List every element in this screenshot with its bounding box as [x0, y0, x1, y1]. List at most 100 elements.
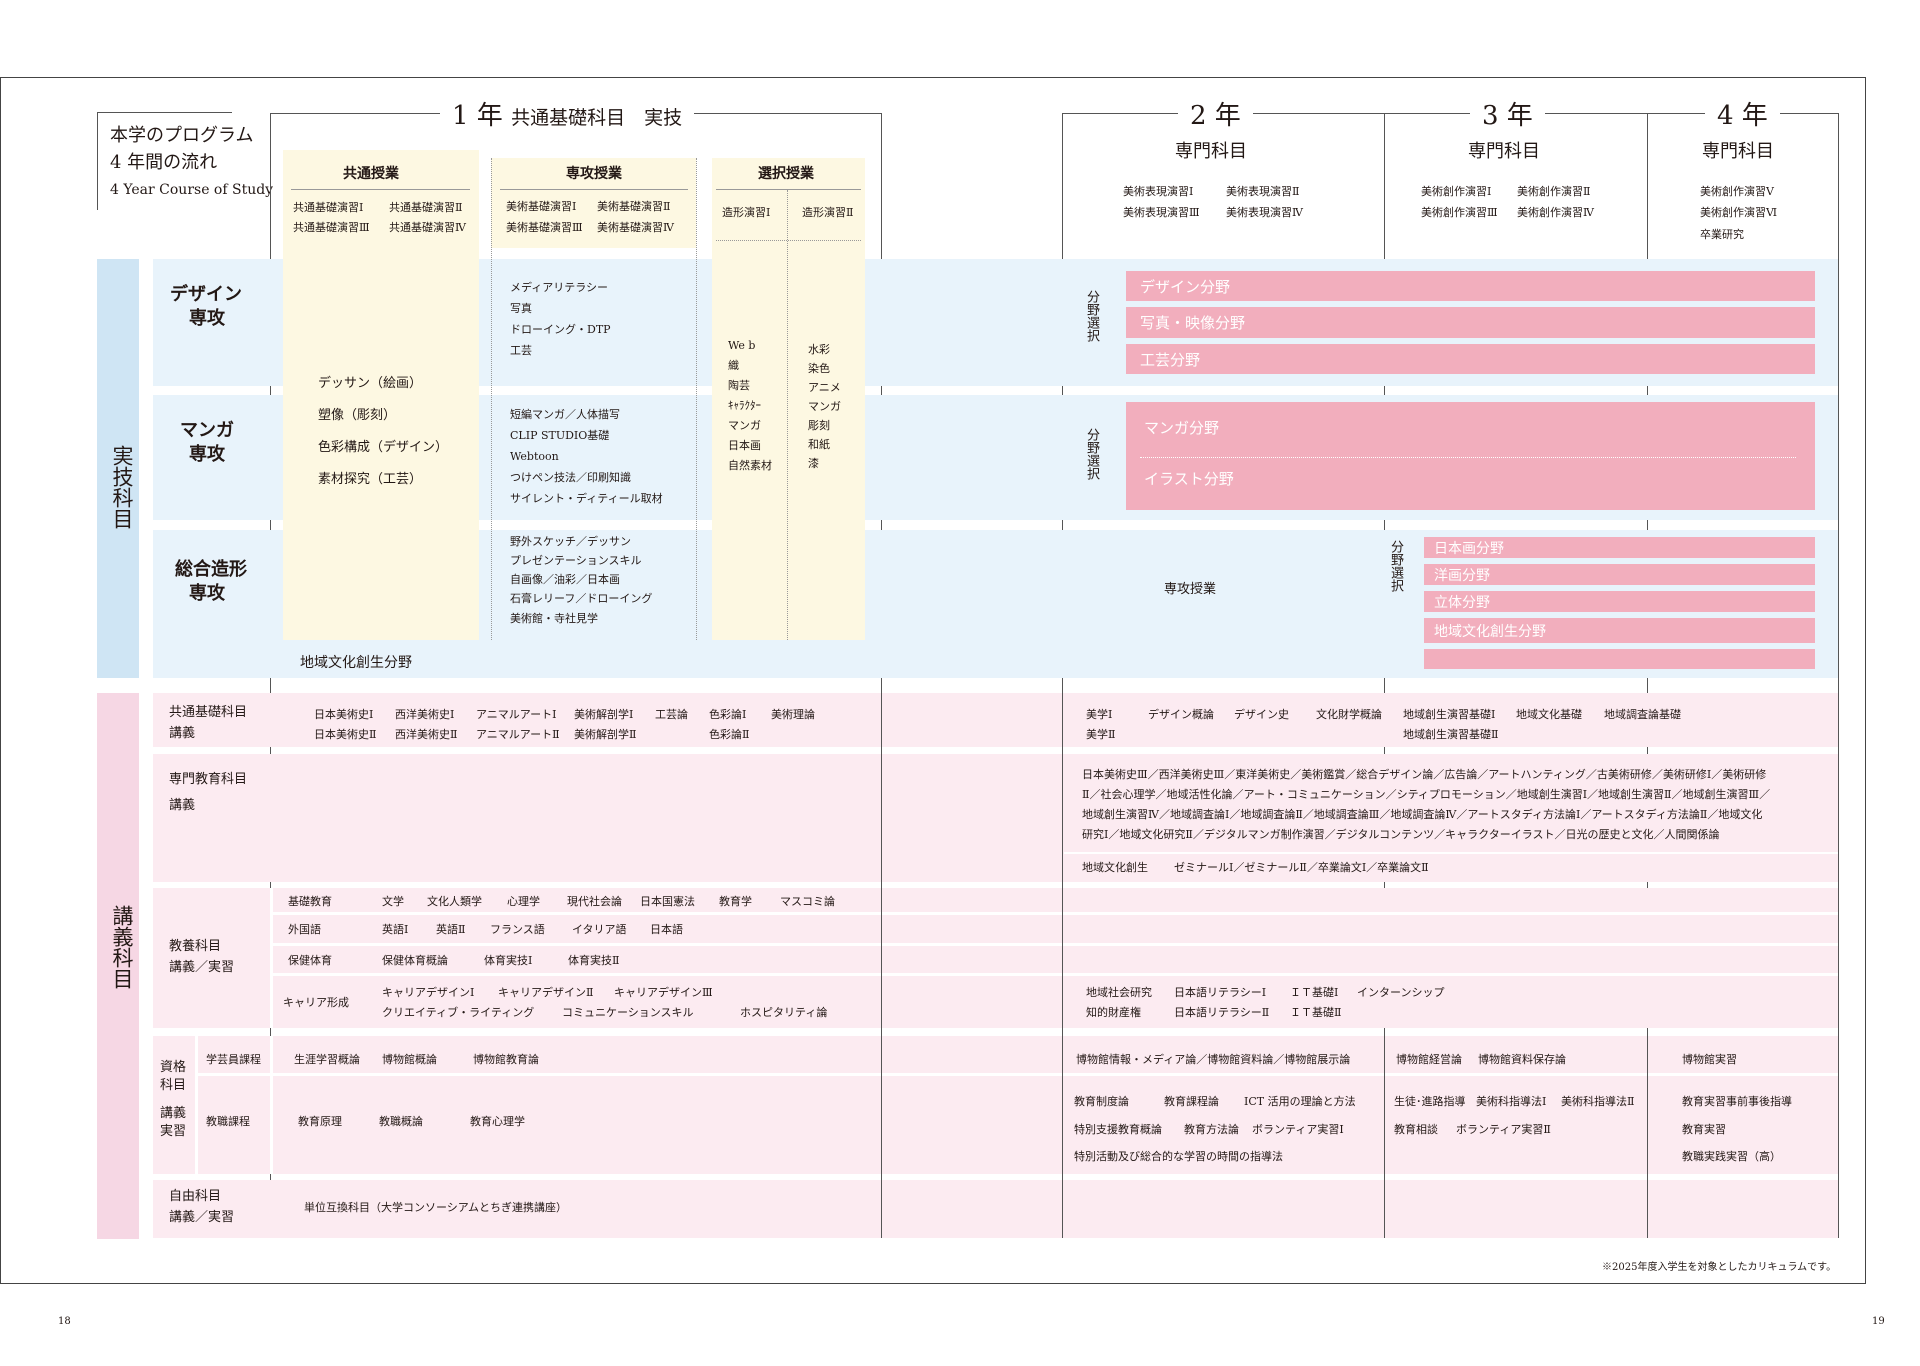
y1-bracket-right-lower [881, 693, 882, 1238]
shikaku-label-2: 科目 [160, 1078, 187, 1093]
senmon-regional-label: 地域文化創生 [1082, 861, 1148, 874]
elective-item: アニメ [808, 381, 841, 394]
career-y2-item: インターンシップ [1357, 986, 1445, 999]
y1-common-subject: 共通基礎演習Ⅲ [293, 221, 370, 234]
title-line1: 本学のプログラム [110, 125, 254, 146]
kyotsu-y1-item: 色彩論Ⅰ [709, 708, 747, 721]
jiyu-label-2: 講義／実習 [169, 1210, 235, 1225]
career-item: キャリアデザインⅠ [382, 986, 475, 999]
design-field-bar: デザイン分野 [1126, 271, 1815, 301]
kyoshoku-label: 教職課程 [206, 1115, 250, 1128]
col-separator [270, 1036, 273, 1174]
band-jiyu [153, 1180, 1838, 1238]
y1-elective-subject: 造形演習Ⅱ [802, 206, 854, 219]
elective-item: 漆 [808, 457, 819, 470]
major-sogo-label-2: 専攻 [189, 583, 225, 604]
career-label: キャリア形成 [283, 996, 349, 1009]
career-item: キャリアデザインⅢ [614, 986, 713, 999]
gakugei-y1-item: 博物館教育論 [473, 1053, 539, 1066]
elective-item: 彫刻 [808, 419, 830, 432]
header-elective-rule [716, 189, 861, 190]
year3-header: 3 年 [1470, 95, 1545, 132]
kyoyo-item: 英語Ⅱ [436, 923, 466, 936]
elective-item: We b [728, 339, 756, 352]
col-separator [195, 1036, 198, 1174]
kyotsu-label-1: 共通基礎科目 [169, 705, 248, 720]
y4-subject: 美術創作演習Ⅵ [1700, 206, 1778, 219]
major-design-label-1: デザイン [170, 284, 242, 305]
kyotsu-y1-item: 日本美術史Ⅱ [314, 728, 377, 741]
kyoshoku-y3-item: 美術科指導法Ⅰ [1476, 1095, 1547, 1108]
manga-major-item: 短編マンガ／人体描写 [510, 408, 620, 421]
sogo-field-bar: 日本画分野 [1424, 537, 1815, 558]
side-lecture-label: 講義科目 [110, 905, 134, 989]
y4-line-lower [1647, 1036, 1648, 1238]
kyoyo-item: 日本国憲法 [640, 895, 695, 908]
sogo-major-item: 野外スケッチ／デッサン [510, 535, 631, 548]
gakugei-y3-item: 博物館資料保存論 [1478, 1053, 1566, 1066]
kyoshoku-y3-item: 美術科指導法Ⅱ [1561, 1095, 1635, 1108]
page-number-left: 18 [58, 1316, 71, 1327]
kyoshoku-y1-item: 教育心理学 [470, 1115, 525, 1128]
kyotsu-y2-item: 美学Ⅰ [1086, 708, 1113, 721]
row-separator [270, 943, 1838, 946]
elective-item: 自然素材 [728, 459, 772, 472]
divider [491, 158, 492, 640]
kyoshoku-y4-item: 教育実習 [1682, 1123, 1726, 1136]
year1-header: 1 年 共通基礎科目 実技 [440, 95, 695, 132]
page-number-right: 19 [1872, 1316, 1885, 1327]
elective-item: マンガ [808, 400, 841, 413]
jiyu-text: 単位互換科目（大学コンソーシアムとちぎ連携講座） [304, 1201, 568, 1214]
kyoshoku-y4-item: 教育実習事前事後指導 [1682, 1095, 1792, 1108]
common-basic-item: デッサン（絵画） [318, 376, 423, 391]
side-practical-label: 実技科目 [110, 445, 134, 529]
kyoyo-item: 文学 [382, 895, 404, 908]
sogo-major-item: 自画像／油彩／日本画 [510, 573, 620, 586]
elective-item: 日本画 [728, 439, 761, 452]
band-shikaku [153, 1036, 1838, 1174]
common-basic-item: 塑像（彫刻） [318, 408, 397, 423]
header-common-rule [291, 189, 470, 190]
sogo-major-item: 石膏レリーフ／ドローイング [510, 592, 653, 605]
title-bracket [97, 112, 98, 210]
common-basic-item: 色彩構成（デザイン） [318, 440, 449, 455]
kyotsu-y1-item: 工芸論 [655, 708, 688, 721]
divider [716, 240, 861, 241]
y1-major-subject: 美術基礎演習Ⅱ [597, 200, 671, 213]
kyoyo-item: 体育実技Ⅱ [568, 954, 620, 967]
senmon-text-line: 地域創生演習Ⅳ／地域調査論Ⅰ／地域調査論Ⅱ／地域調査論Ⅲ／地域調査論Ⅳ／アートス… [1082, 808, 1763, 821]
career-y2-item: ＩＴ基礎Ⅰ [1290, 986, 1339, 999]
kyoshoku-y2-item: 教育課程論 [1164, 1095, 1219, 1108]
senmon-label-1: 専門教育科目 [169, 772, 248, 787]
kyotsu-y1-item: アニマルアートⅡ [476, 728, 560, 741]
kyotsu-y2-item: 地域創生演習基礎Ⅰ [1403, 708, 1496, 721]
year2-header: 2 年 [1178, 95, 1253, 132]
design-major-item: メディアリテラシー [510, 281, 609, 294]
title-bracket-top [97, 112, 232, 113]
kyotsu-y2-item: 地域創生演習基礎Ⅱ [1403, 728, 1499, 741]
manga-major-item: サイレント・ディティール取材 [510, 492, 663, 505]
senmon-text-line: Ⅱ／社会心理学／地域活性化論／アート・コミュニケーション／シティプロモーション／… [1082, 788, 1771, 801]
kyotsu-y1-item: 美術理論 [771, 708, 815, 721]
sogo-field-bar: 洋画分野 [1424, 564, 1815, 585]
kyoyo-item: 文化人類学 [427, 895, 482, 908]
y1-common-subject: 共通基礎演習Ⅱ [389, 201, 463, 214]
y2-subject: 美術表現演習Ⅳ [1226, 206, 1303, 219]
sogo-field-bar: 立体分野 [1424, 591, 1815, 612]
elective-item: 和紙 [808, 438, 830, 451]
kyotsu-y2-item: 文化財学概論 [1316, 708, 1382, 721]
senmon-text-line: 研究Ⅰ／地域文化研究Ⅱ／デジタルマンガ制作演習／デジタルコンテンツ／キャラクター… [1082, 828, 1720, 841]
common-basic-item: 素材探究（工芸） [318, 472, 423, 487]
kyotsu-y1-item: 西洋美術史Ⅱ [395, 728, 458, 741]
manga-major-item: つけペン技法／印刷知識 [510, 471, 631, 484]
kyoyo-item: マスコミ論 [780, 895, 835, 908]
y1-common-subject: 共通基礎演習Ⅰ [293, 201, 364, 214]
header-elective-class: 選択授業 [758, 166, 814, 182]
elective-item: 染色 [808, 362, 830, 375]
kyotsu-y2-item: 美学Ⅱ [1086, 728, 1116, 741]
y2-subject: 美術表現演習Ⅱ [1226, 185, 1300, 198]
y4-subject: 卒業研究 [1700, 228, 1744, 241]
kyotsu-y2-item: 地域調査論基礎 [1604, 708, 1681, 721]
gakugei-label: 学芸員課程 [206, 1053, 261, 1066]
y2-subject: 美術表現演習Ⅰ [1123, 185, 1194, 198]
